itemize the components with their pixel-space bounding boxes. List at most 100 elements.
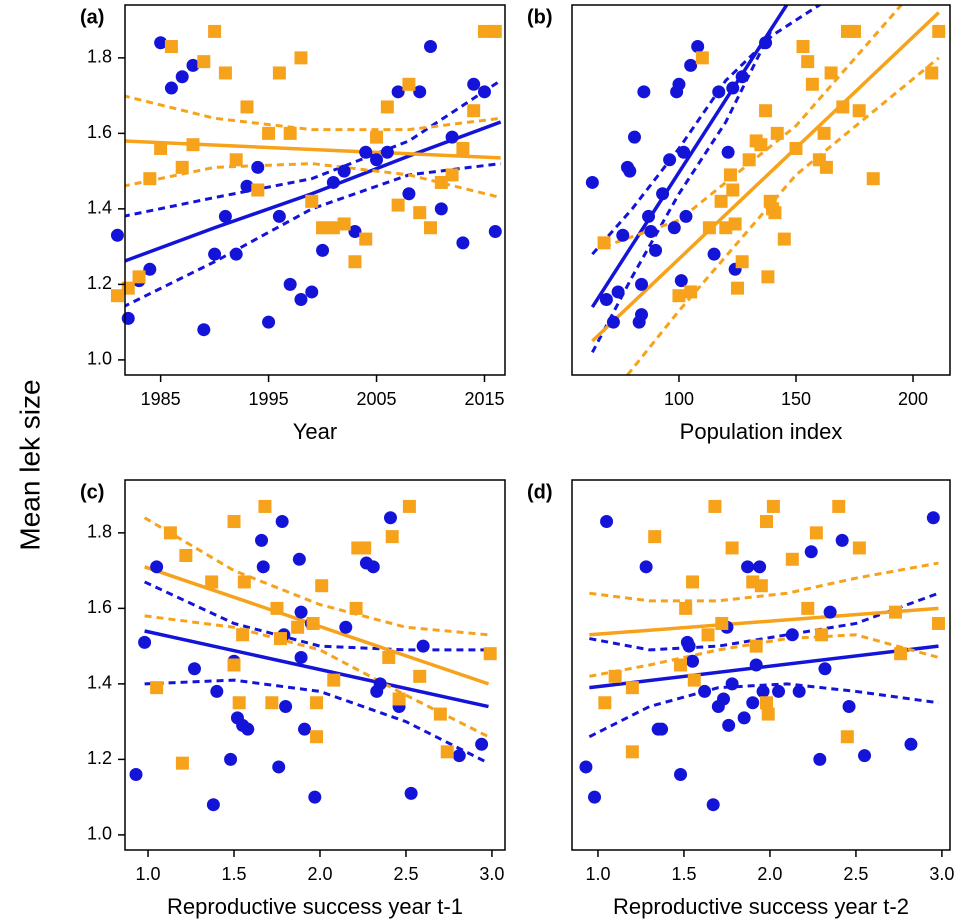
- circle-point: [722, 718, 736, 732]
- square-point: [232, 696, 246, 710]
- square-point: [759, 104, 773, 118]
- plot-area: [590, 5, 940, 375]
- square-point: [413, 669, 427, 683]
- circle-point: [684, 58, 698, 72]
- circle-point: [737, 711, 751, 725]
- square-point: [840, 730, 854, 744]
- x-tick-label: 2005: [357, 389, 397, 409]
- square-point: [686, 575, 700, 589]
- square-point: [770, 126, 784, 140]
- y-tick-label: 1.2: [87, 748, 112, 768]
- square-point: [154, 141, 168, 155]
- square-point: [723, 168, 737, 182]
- square-point: [809, 526, 823, 540]
- circle-point: [637, 85, 651, 99]
- y-tick-label: 1.4: [87, 673, 112, 693]
- fit-line: [589, 644, 939, 690]
- square-point: [625, 745, 639, 759]
- circle-point: [240, 179, 254, 193]
- x-tick-label: 3.0: [479, 864, 504, 884]
- square-point: [932, 24, 946, 38]
- fit-line: [125, 120, 502, 263]
- square-point: [760, 696, 774, 710]
- square-point: [326, 221, 340, 235]
- circle-point: [456, 236, 470, 250]
- square-point: [701, 628, 715, 642]
- circle-point: [110, 228, 124, 242]
- square-point: [761, 707, 775, 721]
- square-point: [310, 696, 324, 710]
- circle-point: [842, 700, 856, 714]
- square-point: [708, 499, 722, 513]
- square-point: [110, 289, 124, 303]
- square-point: [315, 579, 329, 593]
- plot-area: [125, 79, 502, 308]
- circle-point: [402, 187, 416, 201]
- confidence-line: [591, 5, 823, 256]
- square-point: [370, 130, 384, 144]
- square-point: [848, 24, 862, 38]
- plot-area: [143, 516, 490, 765]
- circle-point: [756, 684, 770, 698]
- square-point: [337, 217, 351, 231]
- square-point: [385, 530, 399, 544]
- square-point: [608, 669, 622, 683]
- circle-point: [735, 70, 749, 84]
- circle-point: [477, 85, 491, 99]
- square-point: [931, 616, 945, 630]
- circle-point: [717, 692, 731, 706]
- circle-point: [656, 187, 670, 201]
- circle-point: [858, 749, 872, 763]
- square-point: [382, 650, 396, 664]
- square-point: [175, 756, 189, 770]
- circle-point: [627, 130, 641, 144]
- circle-point: [785, 628, 799, 642]
- x-tick-label: 2.5: [843, 864, 868, 884]
- square-point: [358, 541, 372, 555]
- circle-point: [663, 153, 677, 167]
- circle-point: [655, 722, 669, 736]
- circle-point: [294, 650, 308, 664]
- circle-point: [467, 77, 481, 91]
- x-tick-label: 1.5: [221, 864, 246, 884]
- square-point: [679, 601, 693, 615]
- square-point: [754, 138, 768, 152]
- square-point: [735, 255, 749, 269]
- circle-point: [926, 511, 940, 525]
- circle-point: [674, 767, 688, 781]
- square-point: [270, 601, 284, 615]
- circle-point: [585, 175, 599, 189]
- square-point: [456, 141, 470, 155]
- square-point: [836, 100, 850, 114]
- square-point: [143, 172, 157, 186]
- square-point: [164, 40, 178, 54]
- square-point: [265, 696, 279, 710]
- square-point: [730, 281, 744, 295]
- circle-point: [749, 658, 763, 672]
- circle-point: [279, 700, 293, 714]
- circle-point: [706, 798, 720, 812]
- square-point: [391, 198, 405, 212]
- square-point: [726, 183, 740, 197]
- square-point: [272, 66, 286, 80]
- confidence-line: [588, 682, 939, 739]
- square-point: [380, 100, 394, 114]
- panel-label: (a): [80, 6, 104, 28]
- square-point: [477, 24, 491, 38]
- circle-point: [283, 277, 297, 291]
- circle-point: [725, 677, 739, 691]
- square-point: [672, 289, 686, 303]
- circle-point: [380, 145, 394, 159]
- circle-point: [579, 760, 593, 774]
- x-tick-label: 2.0: [307, 864, 332, 884]
- square-point: [150, 681, 164, 695]
- circle-point: [691, 40, 705, 54]
- circle-point: [741, 560, 755, 574]
- square-point: [205, 575, 219, 589]
- x-tick-label: 150: [781, 389, 811, 409]
- square-point: [801, 55, 815, 69]
- square-point: [785, 552, 799, 566]
- y-tick-label: 1.4: [87, 198, 112, 218]
- x-tick-label: 2015: [464, 389, 504, 409]
- square-point: [777, 232, 791, 246]
